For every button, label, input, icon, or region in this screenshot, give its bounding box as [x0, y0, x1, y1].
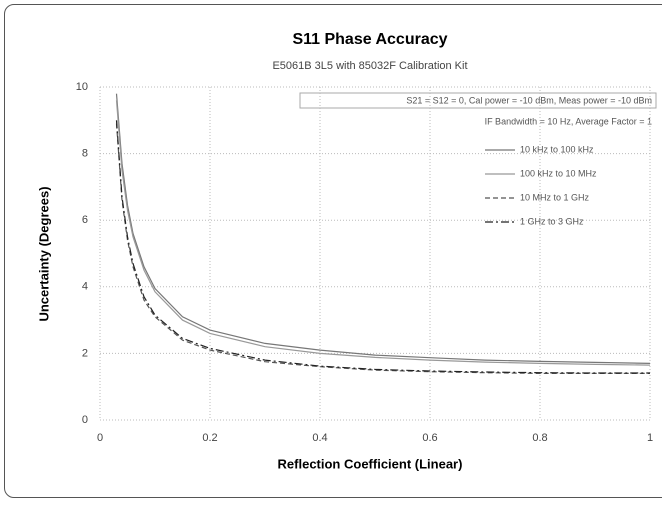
x-tick-label: 0.4	[312, 432, 327, 444]
series-line	[115, 100, 651, 366]
annotation: IF Bandwidth = 10 Hz, Average Factor = 1	[485, 116, 652, 126]
y-tick-label: 2	[82, 347, 88, 359]
y-tick-label: 10	[76, 81, 88, 93]
annotation-box	[299, 92, 657, 109]
series-line	[115, 120, 650, 374]
series-line	[115, 93, 651, 364]
y-tick-label: 6	[82, 214, 88, 226]
frame	[4, 4, 662, 498]
legend-label: 10 kHz to 100 kHz	[520, 144, 594, 154]
x-tick-label: 1	[647, 432, 653, 444]
y-tick-label: 8	[82, 148, 88, 160]
x-tick-label: 0.2	[202, 432, 217, 444]
y-axis-label: Uncertainty (Degrees)	[36, 186, 51, 321]
legend-label: 10 MHz to 1 GHz	[520, 192, 590, 202]
legend-label: 1 GHz to 3 GHz	[520, 216, 584, 226]
x-tick-label: 0.6	[422, 432, 437, 444]
x-tick-label: 0.8	[532, 432, 547, 444]
series-line	[115, 123, 650, 374]
chart-subtitle: E5061B 3L5 with 85032F Calibration Kit	[272, 60, 467, 72]
x-axis-label: Reflection Coefficient (Linear)	[278, 456, 463, 471]
x-tick-label: 0	[97, 432, 103, 444]
legend-label: 100 kHz to 10 MHz	[520, 168, 597, 178]
chart-title: S11 Phase Accuracy	[292, 31, 447, 48]
y-tick-label: 0	[82, 414, 88, 426]
y-tick-label: 4	[82, 281, 88, 293]
annotation: S21 = S12 = 0, Cal power = -10 dBm, Meas…	[406, 95, 652, 105]
